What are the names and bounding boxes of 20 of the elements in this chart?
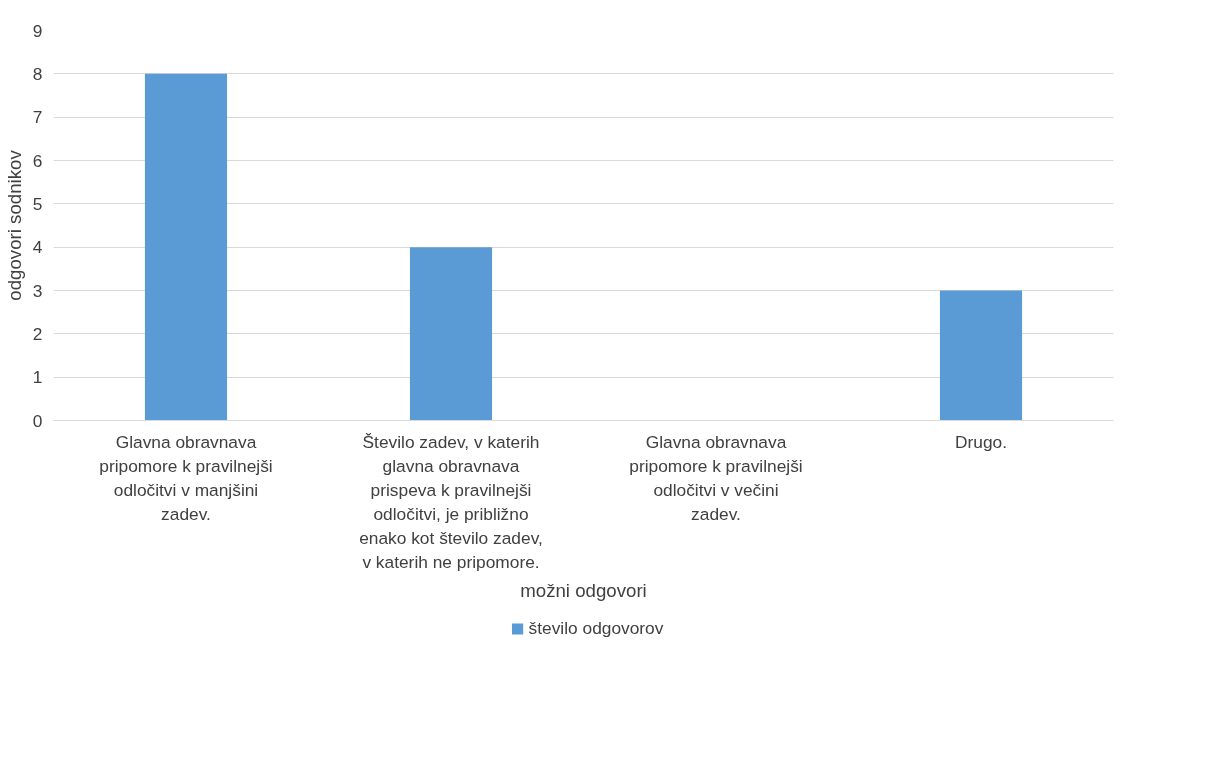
y-tick-label: 1 [32, 367, 43, 388]
legend-label: število odgovorov [528, 617, 664, 639]
x-tick-label: Glavna obravnava pripomore k pravilnejši odločitvi v manjšini zadev. [99, 431, 273, 524]
y-tick-label: 6 [32, 150, 43, 171]
y-tick-label: 5 [32, 193, 43, 214]
bar [939, 290, 1023, 421]
y-tick-label: 8 [32, 63, 43, 84]
y-tick-label: 3 [32, 280, 43, 301]
bar [409, 247, 493, 421]
bar [144, 73, 228, 421]
y-axis-title: odgovori sodnikov [3, 149, 25, 301]
y-tick-label: 2 [32, 323, 43, 344]
x-tick-label: Število zadev, v katerih glavna obravnava prispeva k pravilnejši odločitvi, je približno enako kot število zadev, v katerih ne pripomore. [359, 431, 543, 572]
x-tick-label: Drugo. [955, 431, 1008, 452]
y-tick-label: 9 [32, 20, 43, 41]
y-tick-label: 4 [32, 237, 43, 258]
y-tick-label: 7 [32, 107, 43, 128]
y-tick-label: 0 [32, 410, 43, 431]
x-tick-label: Glavna obravnava pripomore k pravilnejši odločitvi v večini zadev. [629, 431, 803, 524]
x-axis-title: možni odgovori [520, 579, 647, 601]
